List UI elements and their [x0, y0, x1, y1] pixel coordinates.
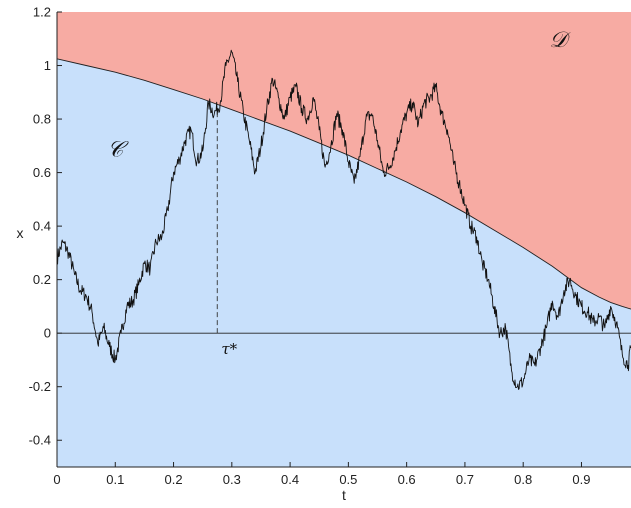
stopping-region: [57, 12, 631, 310]
y-tick-label: 0: [44, 326, 51, 341]
x-tick-label: 0.5: [339, 472, 357, 487]
continuation-region: [57, 58, 631, 468]
x-tick-label: 0.8: [514, 472, 532, 487]
y-tick-label: 1: [44, 58, 51, 73]
stopping-time-label: τ*: [221, 340, 237, 358]
x-tick-label: 0.3: [223, 472, 241, 487]
y-tick-label: -0.4: [29, 433, 51, 448]
x-tick-label: 0: [53, 472, 60, 487]
y-tick-label: 0.6: [33, 165, 51, 180]
y-tick-label: 0.4: [33, 219, 51, 234]
x-tick-label: 0.9: [572, 472, 590, 487]
x-tick-label: 0.7: [456, 472, 474, 487]
x-tick-label: 0.4: [281, 472, 299, 487]
y-tick-label: -0.2: [29, 379, 51, 394]
y-axis-label: x: [17, 225, 24, 241]
x-axis-label: t: [342, 487, 346, 503]
plot-area: [56, 12, 631, 468]
x-tick-label: 0.6: [398, 472, 416, 487]
y-tick-label: 1.2: [33, 5, 51, 20]
x-tick-label: 0.2: [165, 472, 183, 487]
optimal-stopping-boundary: [56, 58, 631, 310]
axes: 0 0.1 0.2 0.3 0.4 0.5 0.6 0.7 0.8 0.9 -0.4 -0.2 0 0.2…: [29, 5, 631, 487]
y-tick-label: 0.8: [33, 112, 51, 127]
y-tick-label: 0.2: [33, 272, 51, 287]
sample-path: [56, 49, 631, 390]
x-tick-label: 0.1: [106, 472, 124, 487]
stopping-region-label: 𝒟: [549, 28, 571, 53]
